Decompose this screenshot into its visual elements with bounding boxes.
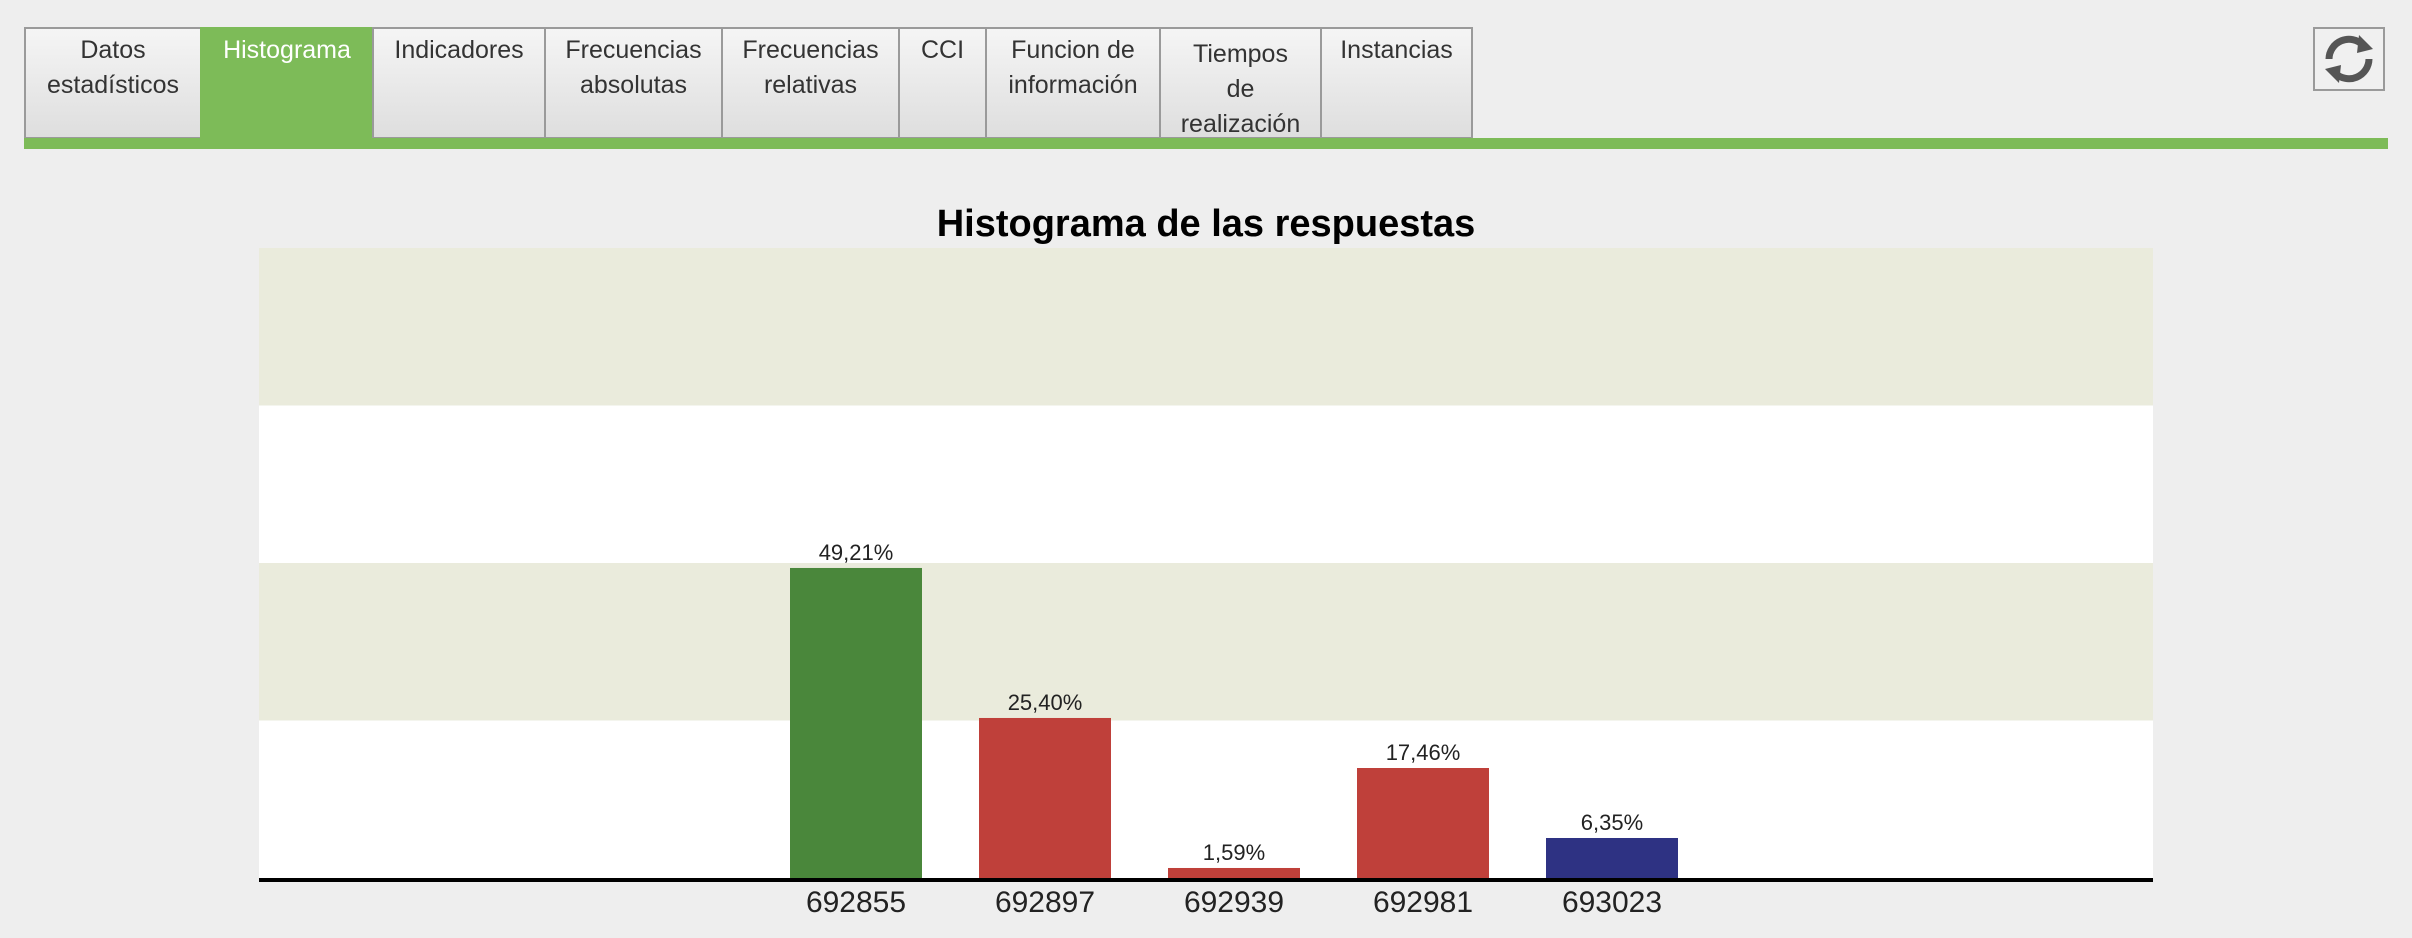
chart-bars: 49,21% 25,40% 1,59% 17,46% 6,35%: [790, 540, 1678, 878]
x-tick-labels: 692855 692897 692939 692981 693023: [806, 886, 1662, 919]
data-label-692855: 49,21%: [819, 540, 894, 565]
bar-692981: [1357, 768, 1489, 878]
tab-datos-estadisticos[interactable]: Datos estadísticos: [24, 27, 200, 139]
tab-tiempos-de-realizacion[interactable]: Tiempos de realización: [1159, 27, 1320, 139]
bar-693023: [1546, 837, 1678, 878]
grid-band: [259, 248, 2153, 406]
chart-title: Histograma de las respuestas: [937, 203, 1476, 245]
x-tick-label-692981: 692981: [1373, 886, 1473, 919]
tab-bar: Datos estadísticos Histograma Indicadore…: [24, 27, 1473, 139]
x-tick-label-692939: 692939: [1184, 886, 1284, 919]
grid-band: [259, 405, 2153, 563]
x-tick-label-692897: 692897: [995, 886, 1095, 919]
refresh-button[interactable]: [2313, 27, 2385, 91]
data-label-692981: 17,46%: [1386, 740, 1461, 765]
data-label-692939: 1,59%: [1203, 840, 1265, 865]
data-label-692897: 25,40%: [1008, 690, 1083, 715]
grid-band: [259, 563, 2153, 721]
chart-background-bands: [259, 248, 2153, 878]
tab-instancias[interactable]: Instancias: [1320, 27, 1473, 139]
x-tick-label-692855: 692855: [806, 886, 906, 919]
refresh-icon: [2325, 35, 2373, 83]
grid-band: [259, 720, 2153, 878]
data-label-693023: 6,35%: [1581, 810, 1643, 835]
active-tab-underline: [24, 138, 2388, 149]
bar-692939: [1168, 867, 1300, 878]
tab-frecuencias-absolutas[interactable]: Frecuencias absolutas: [544, 27, 721, 139]
tab-cci[interactable]: CCI: [898, 27, 985, 139]
bar-692855: [790, 567, 922, 878]
x-tick-label-693023: 693023: [1562, 886, 1662, 919]
bar-692897: [979, 717, 1111, 878]
tab-funcion-de-informacion[interactable]: Funcion de información: [985, 27, 1159, 139]
tab-indicadores[interactable]: Indicadores: [372, 27, 544, 139]
tab-frecuencias-relativas[interactable]: Frecuencias relativas: [721, 27, 898, 139]
